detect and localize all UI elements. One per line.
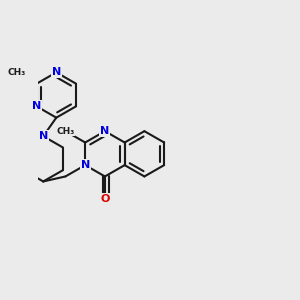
Text: CH₃: CH₃ [8, 68, 26, 77]
Text: N: N [52, 68, 61, 77]
Text: N: N [39, 131, 48, 141]
Text: N: N [100, 126, 110, 136]
Text: N: N [32, 101, 41, 111]
Text: O: O [100, 194, 110, 204]
Text: N: N [81, 160, 90, 170]
Text: CH₃: CH₃ [56, 127, 75, 136]
